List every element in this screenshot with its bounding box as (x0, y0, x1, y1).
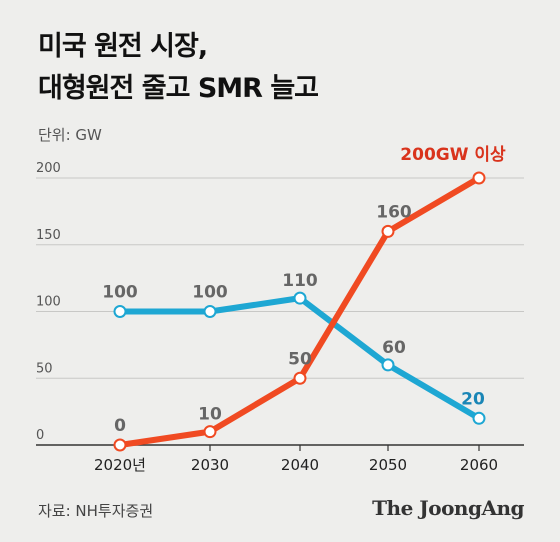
data-label: 10 (198, 405, 222, 425)
chart-title: 미국 원전 시장, 대형원전 줄고 SMR 늘고 (38, 26, 319, 110)
data-point (381, 224, 395, 238)
data-point (113, 438, 127, 452)
y-tick-label: 150 (36, 228, 61, 243)
data-label: 0 (114, 416, 126, 436)
data-point (381, 358, 395, 372)
data-label: 110 (282, 271, 318, 291)
x-tick-label: 2020년 (94, 456, 146, 474)
x-tick-label: 2050 (369, 456, 407, 474)
data-point (293, 291, 307, 305)
title-line-2: 대형원전 줄고 SMR 늘고 (38, 73, 319, 104)
data-label: 160 (376, 202, 412, 222)
brand-logo: The JoongAng (372, 496, 524, 520)
data-label: 60 (382, 338, 406, 358)
data-label: 20 (461, 389, 485, 409)
title-line-1: 미국 원전 시장, (38, 31, 208, 62)
x-tick-label: 2060 (460, 456, 498, 474)
data-point (472, 171, 486, 185)
y-tick-label: 200 (36, 161, 61, 176)
data-label: 50 (288, 349, 312, 369)
unit-label: 단위: GW (38, 126, 102, 144)
source-note: 자료: NH투자증권 (38, 502, 154, 520)
data-point (203, 425, 217, 439)
y-tick-label: 50 (36, 361, 53, 376)
y-tick-label: 0 (36, 428, 44, 443)
data-point (472, 411, 486, 425)
data-point (203, 305, 217, 318)
x-tick-label: 2030 (191, 456, 229, 474)
x-tick-label: 2040 (281, 456, 319, 474)
data-point (293, 371, 307, 385)
data-point (113, 305, 127, 318)
data-label: 200GW 이상 (400, 145, 506, 165)
data-label: 100 (192, 283, 228, 303)
data-label: 100 (102, 283, 138, 303)
y-tick-label: 100 (36, 295, 61, 310)
